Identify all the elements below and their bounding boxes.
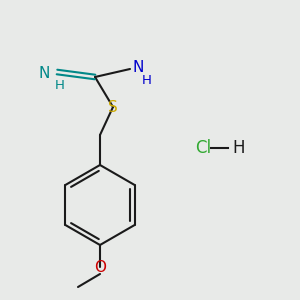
Text: N: N xyxy=(39,65,50,80)
Text: N: N xyxy=(133,61,144,76)
Text: H: H xyxy=(232,139,244,157)
Text: S: S xyxy=(108,100,118,115)
Text: O: O xyxy=(94,260,106,274)
Text: H: H xyxy=(142,74,152,87)
Text: H: H xyxy=(55,79,65,92)
Text: Cl: Cl xyxy=(195,139,211,157)
